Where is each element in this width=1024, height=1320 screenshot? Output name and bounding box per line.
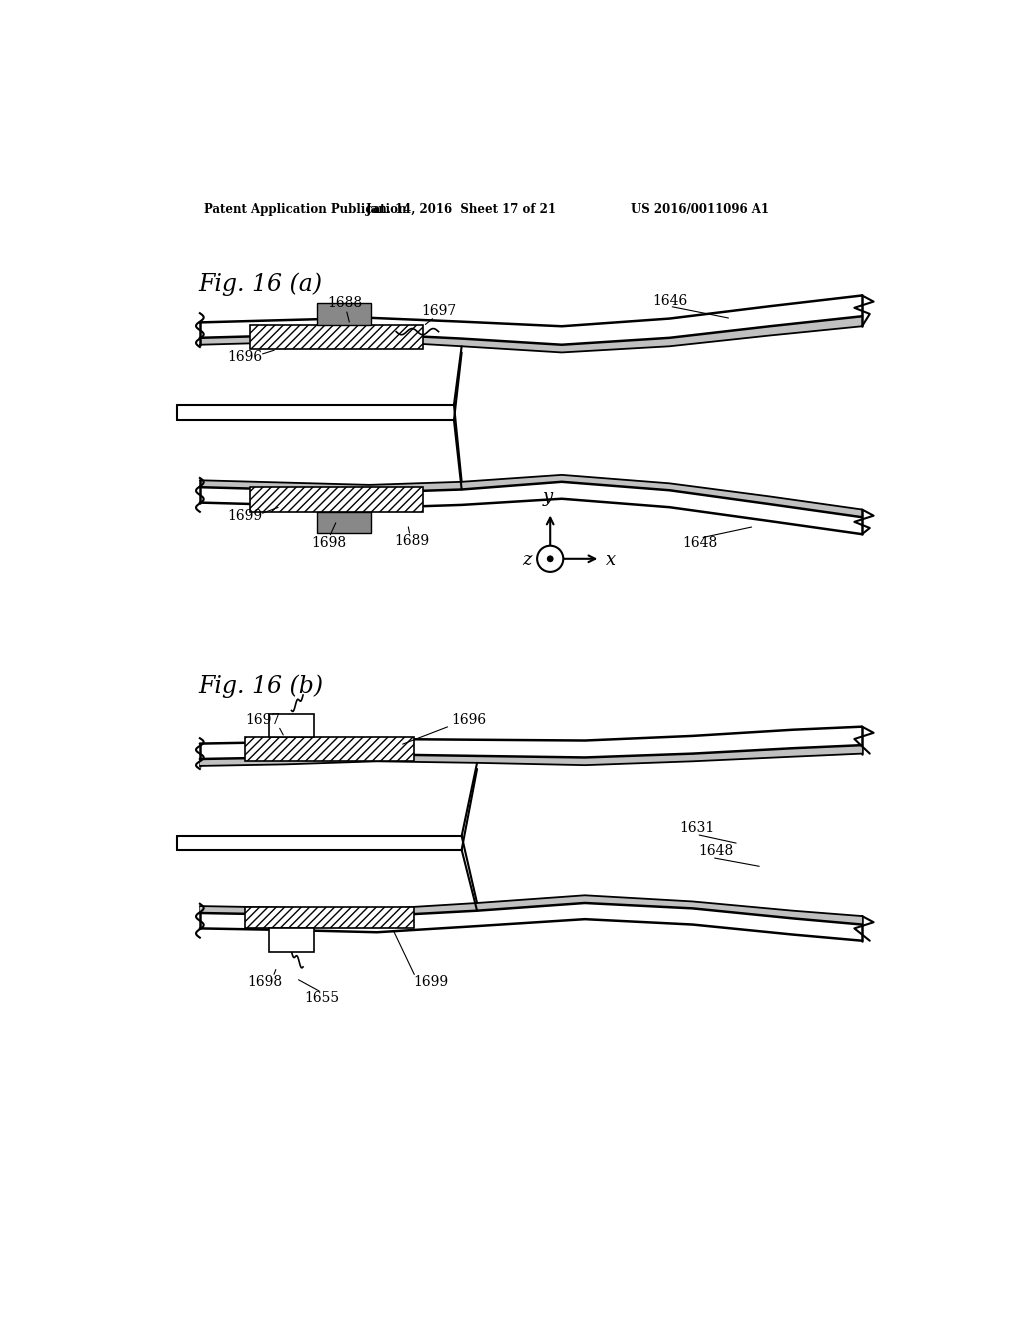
- Text: y: y: [543, 488, 553, 507]
- Text: 1697: 1697: [246, 714, 281, 727]
- Text: 1631: 1631: [679, 821, 714, 836]
- Polygon shape: [200, 744, 862, 766]
- Text: US 2016/0011096 A1: US 2016/0011096 A1: [631, 203, 769, 216]
- Text: 1699: 1699: [227, 510, 262, 524]
- Text: x: x: [606, 552, 616, 569]
- Bar: [316, 512, 371, 533]
- Bar: [250, 487, 423, 512]
- Bar: [316, 304, 371, 325]
- Bar: [245, 907, 414, 928]
- Bar: [250, 325, 423, 350]
- Text: 1648: 1648: [683, 536, 718, 550]
- Polygon shape: [200, 895, 862, 924]
- Text: 1696: 1696: [452, 714, 487, 727]
- Circle shape: [538, 545, 563, 572]
- Text: 1698: 1698: [311, 536, 347, 550]
- Text: 1689: 1689: [394, 535, 429, 548]
- Bar: [269, 928, 313, 952]
- Text: 1696: 1696: [227, 350, 262, 364]
- Text: z: z: [522, 552, 531, 569]
- Polygon shape: [200, 475, 862, 517]
- Text: Patent Application Publication: Patent Application Publication: [204, 203, 407, 216]
- Text: 1688: 1688: [327, 296, 362, 310]
- Text: 1697: 1697: [421, 304, 456, 318]
- Text: Fig. 16 (a): Fig. 16 (a): [199, 272, 323, 296]
- Text: Fig. 16 (b): Fig. 16 (b): [199, 675, 324, 698]
- Text: 1699: 1699: [414, 975, 449, 989]
- Text: 1648: 1648: [698, 845, 733, 858]
- Polygon shape: [200, 317, 862, 352]
- Text: 1655: 1655: [304, 991, 339, 1005]
- Text: 1646: 1646: [652, 294, 687, 308]
- Circle shape: [548, 556, 553, 561]
- Bar: [269, 714, 313, 738]
- Text: 1698: 1698: [248, 975, 283, 989]
- Text: Jan. 14, 2016  Sheet 17 of 21: Jan. 14, 2016 Sheet 17 of 21: [367, 203, 557, 216]
- Bar: [245, 738, 414, 760]
